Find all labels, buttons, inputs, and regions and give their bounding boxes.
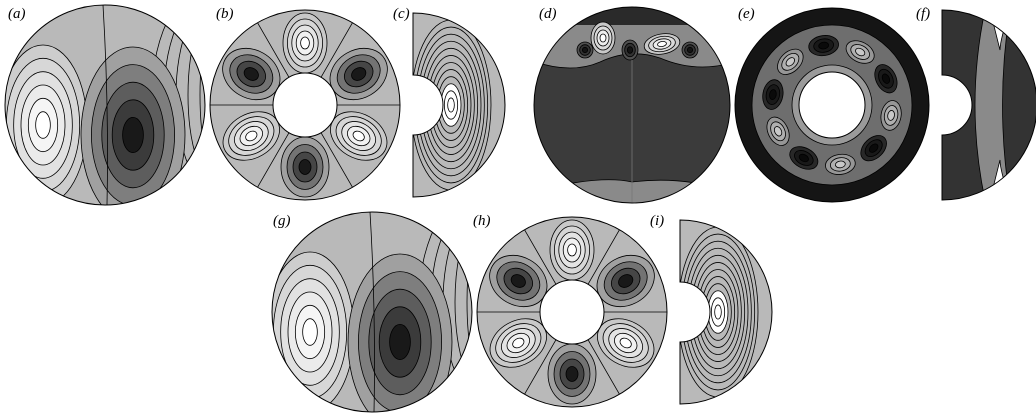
contour [599,33,607,43]
contour [818,41,830,50]
contour [524,339,557,395]
band [534,7,730,25]
contour [454,212,472,396]
contour [581,46,589,54]
panel-label: (c) [393,6,410,22]
contour [657,41,667,47]
contour [320,132,353,188]
sphere-outline [4,4,206,206]
contour [587,229,620,285]
panel-label: (f) [916,6,930,22]
hole [798,71,866,139]
contour [122,117,144,154]
contour [257,22,290,78]
contour [785,57,795,67]
panel-label: (a) [8,6,26,22]
hole [539,279,605,345]
half-outline [941,9,1036,201]
panel-label: (d) [539,6,557,22]
half-outline [412,12,506,198]
panel-label: (i) [650,213,664,229]
contour [869,143,879,153]
contour [466,216,472,388]
contour [302,318,318,346]
contour [887,110,895,121]
sphere-outline [533,6,731,204]
contour [300,36,310,50]
panel [734,7,930,203]
contour [187,5,205,189]
contour [855,47,866,57]
half-outline [679,219,773,405]
contour [35,111,51,139]
contour [389,323,411,360]
panel-label: (g) [273,213,291,229]
contour [567,243,577,257]
panel-label: (h) [473,213,491,229]
panel [680,220,772,404]
contour [798,153,809,163]
panel [209,9,401,201]
panel [272,212,472,412]
contour [974,10,1011,200]
panel-label: (e) [738,6,755,22]
contour [298,159,312,175]
contour [834,160,846,169]
panel [476,216,668,408]
contour [510,274,526,288]
contour [686,46,694,54]
contour [714,304,722,320]
contour [512,337,525,349]
band [539,179,726,203]
panel [413,13,505,197]
contour [619,337,632,349]
sphere-outline [271,211,473,413]
contour [618,274,634,288]
contour [199,9,205,181]
meridian [369,212,375,412]
contour [565,366,579,382]
contour [257,132,290,188]
contour [587,339,620,395]
contour [447,97,455,113]
contour [352,130,365,142]
contour [626,46,634,54]
contour [773,126,783,137]
contour [881,73,891,84]
contour [351,67,367,81]
contour [524,229,557,285]
meridian [102,5,108,205]
hole [272,72,338,138]
contour [320,22,353,78]
contour [769,89,777,100]
panel-label: (b) [216,6,234,22]
panel [942,10,1036,200]
contour [243,67,259,81]
contour [245,130,258,142]
